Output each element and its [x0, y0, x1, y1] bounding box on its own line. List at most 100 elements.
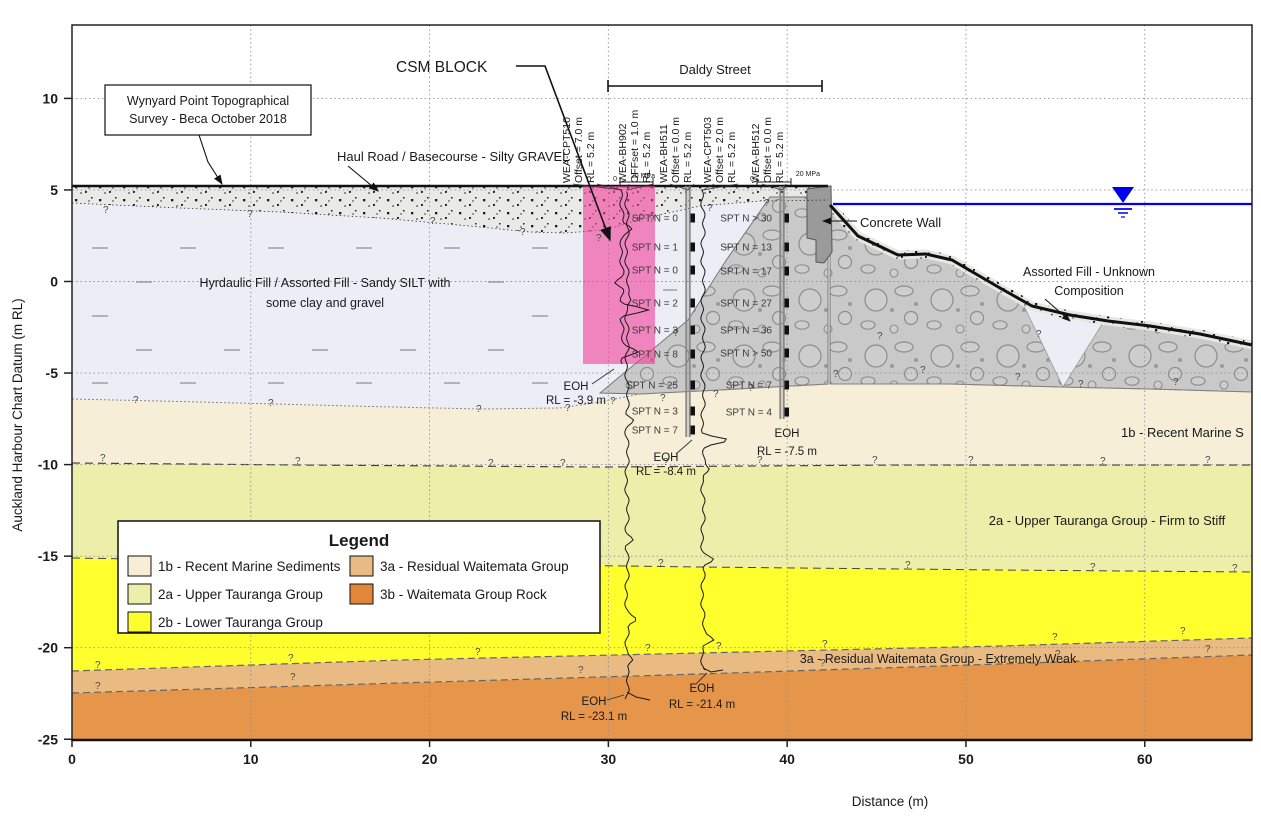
- borehole-header-leader: [596, 183, 623, 191]
- water-level: [833, 187, 1252, 218]
- boundary-question-mark: ?: [560, 458, 566, 469]
- boundary-question-mark: ?: [663, 457, 669, 468]
- eoh-leader: [591, 368, 615, 385]
- borehole-name: WEA-BH902: [617, 123, 629, 183]
- borehole-offset: Offset = 2.0 m: [714, 117, 726, 183]
- legend-swatch: [349, 555, 374, 577]
- legend-swatch: [127, 611, 152, 633]
- spt-mark: [690, 298, 695, 308]
- boundary-question-mark: ?: [920, 365, 926, 376]
- y-axis-tick-label: -5: [46, 365, 59, 381]
- legend-swatch: [349, 583, 374, 605]
- boundary-question-mark: ?: [833, 369, 839, 380]
- legend-item-label: 2a - Upper Tauranga Group: [158, 587, 323, 602]
- boundary-fill-bottom: [71, 383, 1253, 410]
- x-axis-tick-label: 10: [243, 751, 259, 767]
- hydraulic-fill-label-line2: some clay and gravel: [266, 296, 384, 310]
- ground-surface-right: [828, 203, 1253, 347]
- spt-value-label: SPT N = 8: [632, 350, 679, 361]
- borehole-offset: Offset = 0.0 m: [670, 117, 682, 183]
- layer-3b-waitemata-rock: [72, 655, 1252, 740]
- boundary-question-mark: ?: [95, 660, 101, 671]
- x-axis-tick-label: 0: [68, 751, 76, 767]
- x-axis-tick-label: 40: [779, 751, 795, 767]
- x-axis-title: Distance (m): [852, 794, 929, 809]
- eoh-bh512: EOH RL = -7.5 m: [757, 428, 817, 458]
- spt-mark: [690, 349, 695, 359]
- boundary-question-mark: ?: [290, 672, 296, 683]
- cpt-scale-max: 20 MPa: [631, 173, 655, 180]
- spt-value-label: SPT N > 50: [720, 349, 772, 360]
- survey-note-line1: Wynyard Point Topographical: [127, 94, 289, 108]
- boundary-question-mark: ?: [1052, 632, 1058, 643]
- borehole-header-leader: [781, 183, 787, 191]
- spt-value-label: SPT N = 27: [720, 299, 772, 310]
- boundary-question-mark: ?: [95, 681, 101, 692]
- boundary-question-mark: ?: [1180, 626, 1186, 637]
- borehole-offset: OFFset = 1.0 m: [629, 110, 641, 183]
- eoh-rl-label: RL = -21.4 m: [669, 699, 735, 711]
- x-axis-tick-label: 20: [422, 751, 438, 767]
- y-axis-tick-label: -15: [38, 548, 58, 564]
- cpt-scale-bar-2: 0 20 MPa: [750, 171, 820, 186]
- boundary-question-mark: ?: [1205, 644, 1211, 655]
- legend-items: 1b - Recent Marine Sediments 2a - Upper T…: [127, 555, 569, 633]
- boundary-question-mark: ?: [660, 393, 666, 404]
- eoh-rl-label: RL = -3.9 m: [546, 395, 606, 407]
- spt-mark: [784, 266, 789, 276]
- boundary-question-mark: ?: [1036, 329, 1042, 340]
- x-axis-tick-label: 60: [1137, 751, 1153, 767]
- spt-value-label: SPT N = 36: [720, 326, 772, 337]
- spt-mark: [690, 325, 695, 335]
- haul-road-leader: [347, 165, 379, 192]
- survey-note-box: [104, 84, 312, 136]
- survey-note: Wynyard Point Topographical Survey - Bec…: [104, 84, 312, 185]
- spt-value-label: SPT N = 0: [632, 214, 679, 225]
- y-axis-tick-label: 5: [50, 182, 58, 198]
- borehole-header-leader: [626, 183, 654, 191]
- spt-value-label: SPT N = 17: [720, 267, 772, 278]
- boundary-question-mark: ?: [1015, 372, 1021, 383]
- boundary-question-mark: ?: [822, 639, 828, 650]
- boundary-question-mark: ?: [295, 456, 301, 467]
- csm-block-label: CSM BLOCK: [396, 59, 488, 76]
- spt-value-label: SPT N = 7: [726, 381, 773, 392]
- eoh-leader: [695, 672, 708, 685]
- concrete-wall-shape: [806, 185, 833, 264]
- csm-block-leader: [516, 65, 611, 242]
- boundary-question-mark: ?: [649, 214, 655, 225]
- assorted-fill-leader: [1044, 298, 1071, 322]
- borehole-header-leader: [626, 183, 630, 191]
- y-axis-tick-label: 0: [50, 274, 58, 290]
- eoh-leader: [675, 439, 693, 455]
- x-axis-tick-label: 30: [601, 751, 617, 767]
- boundary-question-mark: ?: [645, 643, 651, 654]
- eoh-rl-label: RL = -7.5 m: [757, 446, 817, 458]
- borehole-name: WEA-CPT510: [561, 117, 573, 183]
- eoh-bh511: EOH RL = -8.4 m: [636, 439, 696, 478]
- borehole-header-leader: [572, 183, 623, 191]
- y-axis-tick-label: -25: [38, 731, 58, 747]
- cpt-scale-bar-1: 0 20 MPa: [613, 173, 655, 186]
- boundary-question-mark: ?: [1078, 379, 1084, 390]
- borehole-rl: RL = 5.2 m: [585, 131, 597, 183]
- boundary-question-mark: ?: [610, 396, 616, 407]
- spt-value-label: SPT N = 0: [632, 266, 679, 277]
- bh902-trace-end: [626, 691, 651, 701]
- boundary-question-mark: ?: [488, 458, 494, 469]
- borehole-header-leader: [669, 183, 689, 191]
- eoh-cpt510: EOH RL = -3.9 m: [546, 368, 615, 407]
- daldy-street-bracket: Daldy Street: [607, 62, 823, 92]
- spt-mark: [690, 406, 695, 416]
- boundary-question-mark: ?: [100, 453, 106, 464]
- borehole-headers: WEA-CPT510 Offset = 7.0 m RL = 5.2 m WEA…: [561, 110, 786, 183]
- borehole-header-leader: [687, 183, 695, 191]
- boundary-question-mark: ?: [288, 653, 294, 664]
- borehole-offset: Offset = 7.0 m: [573, 117, 585, 183]
- boundary-question-mark: ?: [877, 331, 883, 342]
- spt-mark: [784, 380, 789, 390]
- borehole-name: WEA-CPT503: [702, 117, 714, 183]
- eoh-label: EOH: [582, 696, 607, 708]
